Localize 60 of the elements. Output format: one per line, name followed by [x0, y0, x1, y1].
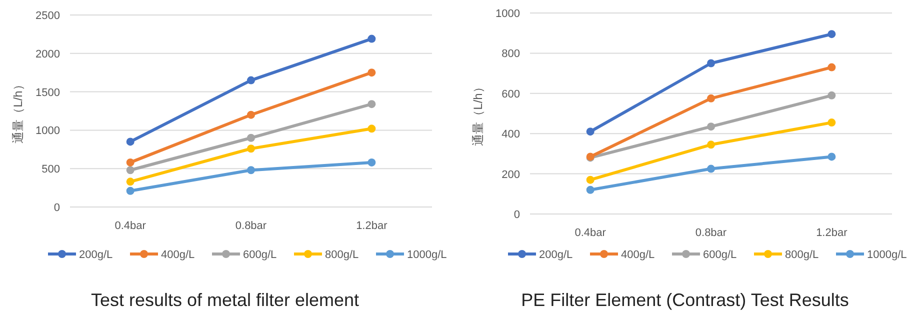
legend-label: 400g/L — [621, 249, 655, 261]
point — [707, 164, 715, 173]
point — [707, 94, 715, 102]
x-tick-label: 0.4bar — [114, 220, 146, 232]
point — [247, 144, 255, 153]
point — [247, 166, 255, 174]
legend-label: 200g/L — [79, 249, 113, 261]
x-tick-label: 0.8bar — [695, 227, 727, 239]
point — [586, 176, 594, 184]
y-tick-label: 600 — [502, 88, 520, 100]
legend-label: 800g/L — [785, 249, 819, 261]
x-tick-label: 0.4bar — [574, 227, 606, 239]
point — [828, 91, 836, 100]
y-tick-label: 0 — [54, 202, 60, 214]
point — [707, 140, 715, 149]
y-tick-label: 1000 — [496, 8, 520, 20]
y-tick-label: 1000 — [36, 125, 60, 138]
y-tick-label: 400 — [502, 128, 520, 141]
y-axis-title: 通量（L/h） — [471, 81, 485, 146]
legend-label: 600g/L — [703, 249, 737, 261]
point — [368, 34, 376, 43]
y-tick-label: 2000 — [36, 48, 60, 60]
y-tick-label: 0 — [514, 209, 520, 221]
point — [247, 110, 255, 119]
y-tick-label: 2500 — [36, 10, 60, 22]
point — [828, 118, 836, 127]
point — [126, 166, 134, 174]
y-axis-title: 通量（L/h） — [11, 78, 25, 144]
x-tick-label: 0.8bar — [235, 220, 267, 232]
point — [126, 138, 134, 146]
x-tick-label: 1.2bar — [356, 220, 388, 232]
y-tick-label: 1500 — [36, 86, 60, 99]
point — [126, 178, 134, 186]
point — [828, 63, 836, 72]
point — [247, 76, 255, 84]
y-tick-label: 800 — [502, 48, 520, 60]
point — [126, 158, 134, 166]
point — [368, 68, 376, 77]
point — [828, 30, 836, 38]
y-tick-label: 500 — [42, 164, 60, 176]
text: Test results of metal filter element — [90, 290, 360, 310]
legend-label: 1000g/L — [867, 249, 907, 261]
legend-label: 400g/L — [161, 249, 195, 261]
point — [368, 158, 376, 166]
point — [126, 186, 134, 195]
point — [586, 186, 594, 194]
y-tick-label: 200 — [502, 168, 520, 181]
legend-label: 800g/L — [325, 249, 359, 261]
point — [707, 122, 715, 131]
legend-label: 200g/L — [539, 249, 573, 261]
point — [707, 59, 715, 68]
point — [368, 124, 376, 133]
legend-label: 600g/L — [243, 249, 277, 261]
point — [586, 128, 594, 136]
text: PE Filter Element (Contrast) Test Results — [521, 290, 849, 310]
point — [247, 134, 255, 142]
legend-label: 1000g/L — [407, 249, 447, 261]
x-tick-label: 1.2bar — [816, 227, 848, 239]
point — [368, 100, 376, 108]
point — [828, 152, 836, 161]
